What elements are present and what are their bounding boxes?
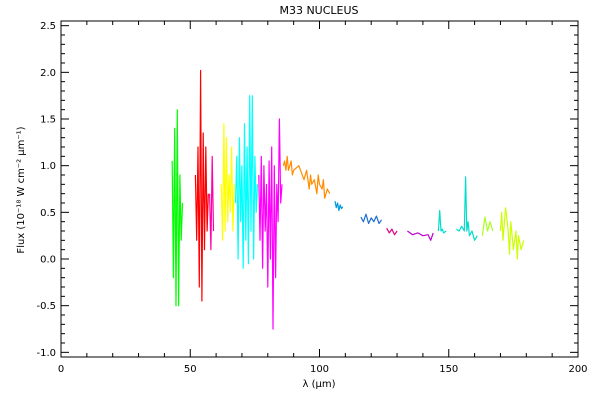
series-line-11 [407, 230, 434, 241]
series-line-7 [282, 155, 331, 199]
series-line-2 [194, 69, 209, 302]
series-line-15 [499, 207, 525, 260]
series-line-5 [234, 95, 259, 269]
series-line-6 [258, 118, 283, 330]
x-tick-label: 0 [58, 364, 64, 375]
series-line-10 [386, 227, 398, 236]
y-tick-label: 1.0 [40, 161, 56, 172]
series-layer [171, 69, 525, 330]
x-axis-label: λ (μm) [302, 379, 335, 390]
y-tick-label: 1.5 [40, 115, 56, 126]
series-line-14 [481, 216, 494, 236]
series-line-8 [334, 200, 344, 212]
series-line-13 [456, 176, 478, 241]
axis-ticks: 0 50 100 150 200 -1.0 -0.5 0.0 0.5 1.0 1.5 2.0 2.5 [36, 21, 588, 375]
series-line-9 [360, 213, 382, 225]
series-line-4 [220, 123, 235, 241]
series-line-1 [171, 109, 184, 307]
y-tick-label: 2.0 [40, 68, 56, 79]
x-tick-label: 200 [568, 364, 587, 375]
y-tick-label: 0.5 [40, 208, 56, 219]
y-tick-label: -0.5 [36, 301, 56, 312]
y-tick-label: -1.0 [36, 348, 56, 359]
x-tick-label: 100 [310, 364, 329, 375]
chart-title: M33 NUCLEUS [279, 4, 358, 17]
y-axis-label: Flux (10⁻¹⁸ W cm⁻² μm⁻¹) [16, 126, 27, 253]
x-tick-label: 50 [184, 364, 197, 375]
series-line-12 [437, 209, 447, 234]
x-tick-label: 150 [439, 364, 458, 375]
plot-frame [60, 20, 579, 358]
series-line-3 [209, 155, 215, 251]
y-tick-label: 0.0 [40, 255, 56, 266]
y-tick-label: 2.5 [40, 21, 56, 32]
